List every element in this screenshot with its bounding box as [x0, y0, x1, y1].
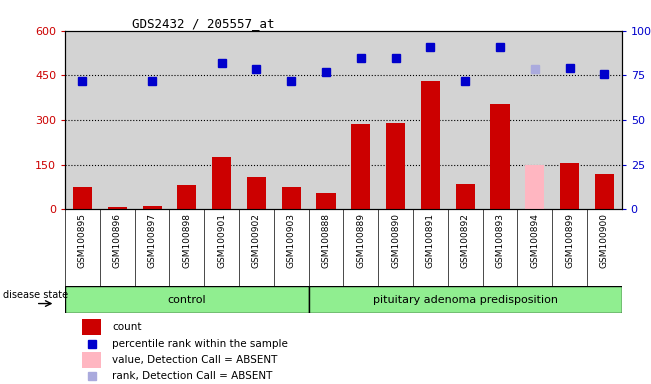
Bar	[490, 104, 510, 209]
Text: GSM100890: GSM100890	[391, 213, 400, 268]
Bar	[421, 81, 440, 209]
Bar	[73, 187, 92, 209]
Bar	[560, 163, 579, 209]
Text: GSM100889: GSM100889	[356, 213, 365, 268]
Text: GSM100903: GSM100903	[286, 213, 296, 268]
Text: GSM100901: GSM100901	[217, 213, 226, 268]
Text: GSM100894: GSM100894	[530, 213, 539, 268]
Text: GSM100896: GSM100896	[113, 213, 122, 268]
Bar	[65, 286, 309, 313]
Bar	[177, 185, 197, 209]
Text: GSM100900: GSM100900	[600, 213, 609, 268]
Text: GSM100899: GSM100899	[565, 213, 574, 268]
Bar	[82, 319, 102, 335]
Text: GSM100902: GSM100902	[252, 213, 261, 268]
Bar	[212, 157, 231, 209]
Bar	[316, 193, 335, 209]
Bar	[282, 187, 301, 209]
Text: GDS2432 / 205557_at: GDS2432 / 205557_at	[132, 17, 274, 30]
Text: value, Detection Call = ABSENT: value, Detection Call = ABSENT	[113, 355, 278, 365]
Text: GSM100888: GSM100888	[322, 213, 331, 268]
Text: GSM100892: GSM100892	[461, 213, 469, 268]
Text: GSM100897: GSM100897	[148, 213, 157, 268]
Text: disease state: disease state	[3, 290, 68, 301]
Bar	[525, 165, 544, 209]
Bar	[352, 124, 370, 209]
Bar	[247, 177, 266, 209]
Text: GSM100891: GSM100891	[426, 213, 435, 268]
Text: GSM100898: GSM100898	[182, 213, 191, 268]
Text: count: count	[113, 322, 142, 332]
Bar	[309, 286, 622, 313]
Bar	[386, 123, 405, 209]
Text: control: control	[167, 295, 206, 305]
Text: rank, Detection Call = ABSENT: rank, Detection Call = ABSENT	[113, 371, 273, 381]
Bar	[107, 207, 127, 209]
Text: GSM100893: GSM100893	[495, 213, 505, 268]
Text: pituitary adenoma predisposition: pituitary adenoma predisposition	[372, 295, 558, 305]
Bar	[595, 174, 614, 209]
Bar	[143, 206, 161, 209]
Bar	[82, 352, 102, 367]
Text: GSM100895: GSM100895	[78, 213, 87, 268]
Bar	[456, 184, 475, 209]
Text: percentile rank within the sample: percentile rank within the sample	[113, 339, 288, 349]
